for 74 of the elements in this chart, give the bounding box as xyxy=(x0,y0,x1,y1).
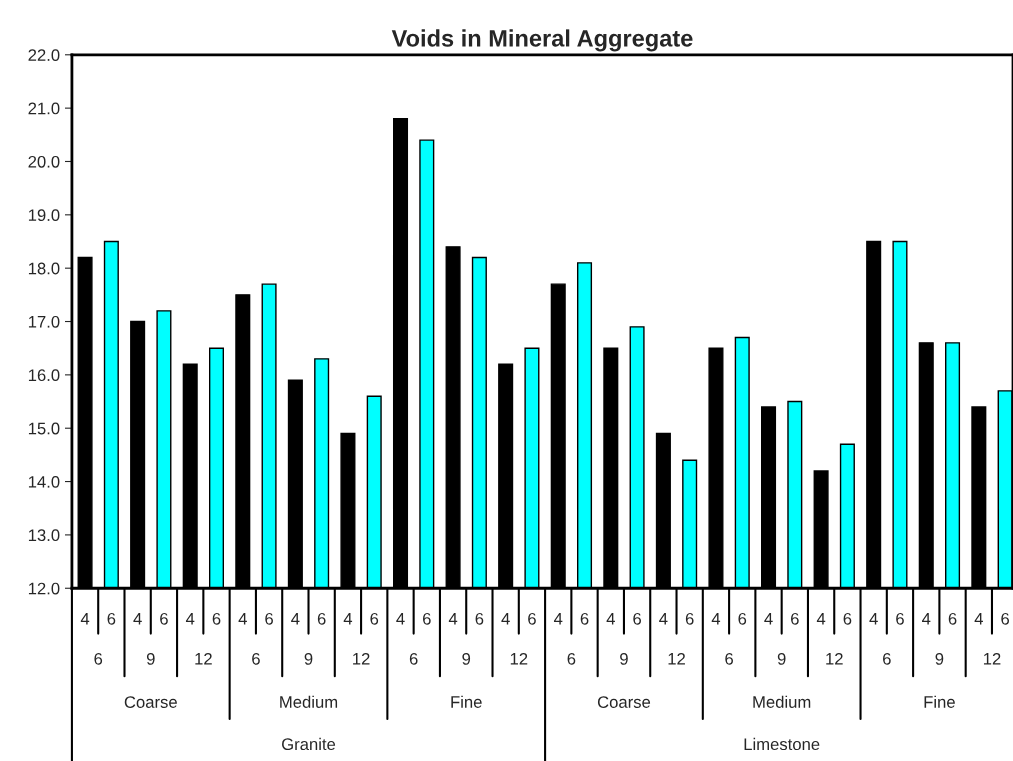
text: 9 xyxy=(620,652,628,665)
y-tick-label: 21.0 xyxy=(28,102,60,115)
y-tick-label: 18.0 xyxy=(28,262,60,275)
x-tick-label: 6 xyxy=(160,612,168,625)
x-tick-label: 4 xyxy=(133,613,142,625)
text: 6 xyxy=(725,652,733,665)
x-tick-label: 6 xyxy=(265,612,273,625)
x-tick-label: 6 xyxy=(475,612,484,625)
x-tick-label: 4 xyxy=(659,613,668,625)
text: 12 xyxy=(195,652,212,665)
text: Limestone xyxy=(744,737,820,751)
x-tick-label: 4 xyxy=(922,613,931,625)
x-tick-label: 6 xyxy=(528,612,536,625)
x-tick-label: 4 xyxy=(343,613,353,625)
text: 12 xyxy=(668,652,685,665)
text: Medium xyxy=(280,695,338,708)
x-tick-label: 4 xyxy=(80,613,90,625)
x-tick-label: 4 xyxy=(764,613,773,625)
text: 6 xyxy=(883,652,891,665)
y-tick-label: 15.0 xyxy=(28,422,60,435)
text: Coarse xyxy=(124,696,177,708)
x-tick-label: 4 xyxy=(974,613,983,625)
x-tick-label: 4 xyxy=(448,613,458,625)
text: 9 xyxy=(935,652,944,665)
x-tick-label: 6 xyxy=(685,612,694,625)
text: 9 xyxy=(304,652,313,665)
x-tick-label: 6 xyxy=(896,612,904,625)
x-tick-label: 4 xyxy=(711,613,721,625)
x-tick-label: 6 xyxy=(423,612,431,625)
text: 9 xyxy=(146,652,155,665)
text: Granite xyxy=(282,737,336,751)
chart-title: Voids in Mineral Aggregate xyxy=(391,29,693,52)
x-tick-label: 4 xyxy=(816,613,826,625)
x-tick-label: 6 xyxy=(1001,612,1010,625)
text: 12 xyxy=(983,652,1001,665)
y-tick-label: 22.0 xyxy=(28,49,60,61)
y-tick-label: 16.0 xyxy=(28,369,60,382)
x-tick-label: 4 xyxy=(606,613,615,625)
text: Coarse xyxy=(597,696,651,708)
x-tick-label: 6 xyxy=(317,612,326,625)
text: 9 xyxy=(777,652,786,665)
x-tick-label: 4 xyxy=(291,613,300,625)
x-tick-label: 6 xyxy=(633,612,641,625)
x-tick-label: 4 xyxy=(238,613,247,625)
text: 6 xyxy=(252,652,260,665)
x-tick-label: 6 xyxy=(843,612,852,625)
text: Fine xyxy=(451,695,482,708)
text: Medium xyxy=(753,695,811,708)
y-tick-label: 17.0 xyxy=(28,315,60,328)
x-tick-label: 6 xyxy=(107,612,116,625)
y-tick-label: 19.0 xyxy=(28,209,60,222)
x-tick-label: 4 xyxy=(553,613,563,625)
x-tick-label: 6 xyxy=(791,612,799,625)
text: 12 xyxy=(353,652,370,665)
text: Fine xyxy=(924,695,955,708)
y-tick-label: 13.0 xyxy=(28,529,60,542)
x-tick-label: 6 xyxy=(738,612,747,625)
text: 12 xyxy=(826,652,843,665)
y-tick-label: 12.0 xyxy=(28,582,60,595)
text: 6 xyxy=(94,652,103,665)
text: 6 xyxy=(409,652,418,665)
text: 12 xyxy=(510,652,528,665)
y-tick-label: 14.0 xyxy=(28,475,60,488)
x-tick-label: 6 xyxy=(948,612,957,625)
x-tick-label: 6 xyxy=(580,612,589,625)
x-tick-label: 4 xyxy=(501,613,510,625)
x-tick-label: 4 xyxy=(396,613,405,625)
x-tick-label: 4 xyxy=(185,613,195,625)
text: 6 xyxy=(567,652,576,665)
x-tick-label: 6 xyxy=(370,612,379,625)
text: 9 xyxy=(462,652,471,665)
y-tick-label: 20.0 xyxy=(28,155,60,168)
x-tick-label: 6 xyxy=(212,612,221,625)
x-tick-label: 4 xyxy=(869,613,878,625)
